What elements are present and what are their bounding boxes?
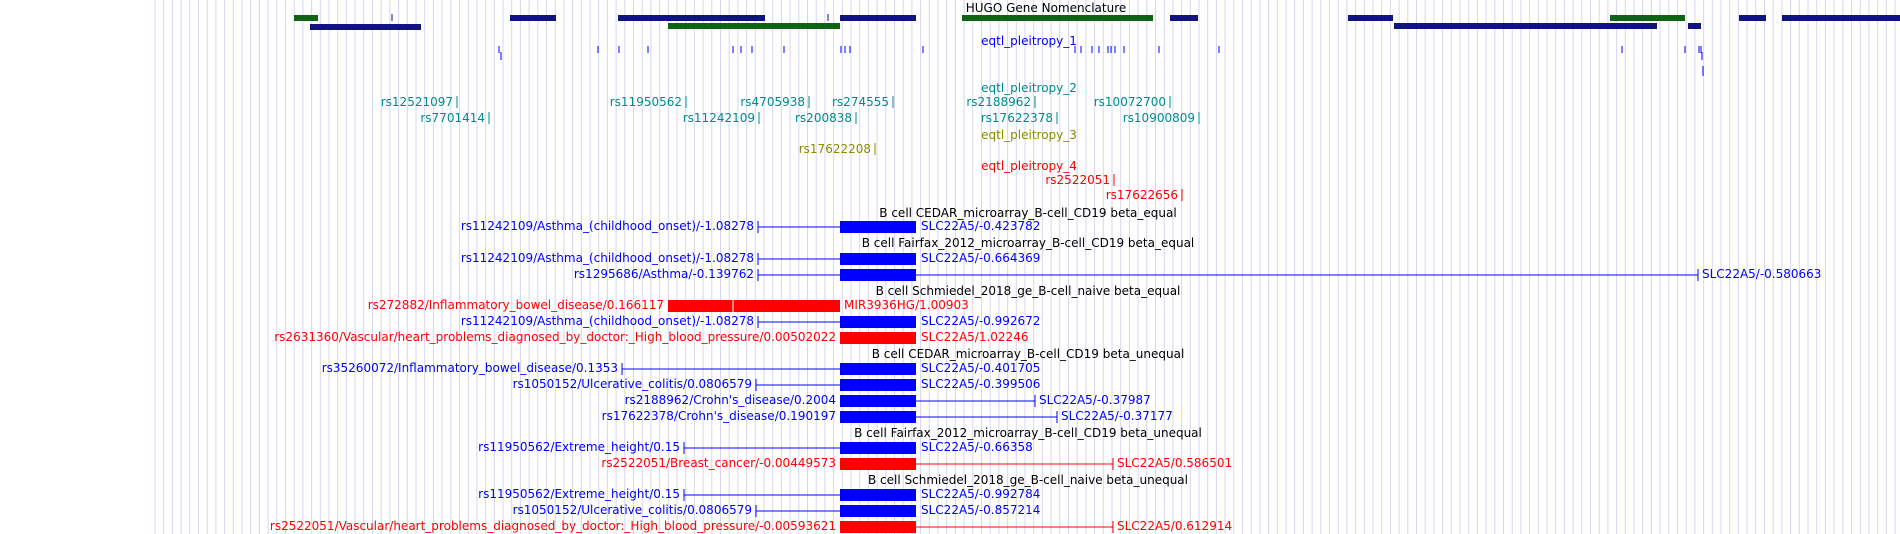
row-right-label[interactable]: SLC22A5/-0.37987: [1039, 393, 1151, 407]
snp-label[interactable]: rs10072700: [1093, 95, 1166, 109]
snp-label[interactable]: rs17622656: [1105, 188, 1178, 202]
row-right-label[interactable]: SLC22A5/0.612914: [1117, 519, 1233, 533]
panel-title: B cell CEDAR_microarray_B-cell_CD19 beta…: [879, 206, 1177, 220]
gene-block: [668, 23, 840, 29]
snp-label[interactable]: rs200838: [795, 111, 852, 125]
row-left-label[interactable]: rs2631360/Vascular/heart_problems_diagno…: [274, 330, 836, 344]
gene-block: [962, 15, 1153, 21]
row-bar: [840, 253, 916, 265]
snp-label[interactable]: rs4705938: [740, 95, 805, 109]
snp-label[interactable]: rs17622208: [798, 142, 871, 156]
gene-block: [510, 15, 556, 21]
row-left-label[interactable]: rs11242109/Asthma_(childhood_onset)/-1.0…: [460, 251, 754, 265]
gene-track-title: HUGO Gene Nomenclature: [965, 1, 1127, 15]
snp-label[interactable]: rs2522051: [1045, 173, 1110, 187]
row-bar: [840, 316, 916, 328]
row-left-label[interactable]: rs2522051/Breast_cancer/-0.00449573: [601, 456, 836, 470]
snp-label[interactable]: rs274555: [832, 95, 889, 109]
snp-label[interactable]: rs17622378: [980, 111, 1053, 125]
row-left-label[interactable]: rs1050152/Ulcerative_colitis/0.0806579: [512, 503, 752, 517]
gene-block: [618, 15, 765, 21]
snp-label[interactable]: rs2188962: [966, 95, 1031, 109]
row-left-label[interactable]: rs35260072/Inflammatory_bowel_disease/0.…: [321, 361, 618, 375]
panel-title: B cell Fairfax_2012_microarray_B-cell_CD…: [854, 426, 1202, 440]
snp-label[interactable]: rs11242109: [682, 111, 755, 125]
row-bar: [840, 442, 916, 454]
snp-track-label-1[interactable]: eqtl_pleitropy_1: [981, 34, 1077, 48]
row-left-label[interactable]: rs2188962/Crohn's_disease/0.2004: [624, 393, 836, 407]
row-bar: [840, 489, 916, 501]
row-left-label[interactable]: rs272882/Inflammatory_bowel_disease/0.16…: [367, 298, 664, 312]
snp-track-label-4[interactable]: eqtl_pleitropy_4: [981, 159, 1077, 173]
row-left-label[interactable]: rs11242109/Asthma_(childhood_onset)/-1.0…: [460, 314, 754, 328]
row-right-label[interactable]: SLC22A5/-0.423782: [921, 219, 1041, 233]
row-right-label[interactable]: SLC22A5/-0.857214: [921, 503, 1041, 517]
row-left-label[interactable]: rs11242109/Asthma_(childhood_onset)/-1.0…: [460, 219, 754, 233]
row-bar: [840, 363, 916, 375]
panel-title: B cell Schmiedel_2018_ge_B-cell_naive be…: [875, 284, 1181, 298]
panel-title: B cell Fairfax_2012_microarray_B-cell_CD…: [861, 236, 1195, 250]
row-right-label[interactable]: SLC22A5/-0.37177: [1061, 409, 1173, 423]
row-left-label[interactable]: rs1295686/Asthma/-0.139762: [573, 267, 754, 281]
gene-block: [1688, 23, 1701, 29]
row-bar: [840, 395, 916, 407]
row-bar: [840, 521, 916, 533]
gene-block: [1348, 15, 1393, 21]
row-bar: [840, 332, 916, 344]
snp-label[interactable]: rs7701414: [420, 111, 485, 125]
row-right-label[interactable]: SLC22A5/-0.401705: [921, 361, 1041, 375]
gene-block: [840, 15, 916, 21]
gene-block: [310, 24, 421, 30]
row-bar: [840, 269, 916, 281]
row-bar: [668, 300, 840, 312]
snp-label[interactable]: rs12521097: [380, 95, 453, 109]
gene-block: [1739, 15, 1766, 21]
gene-block: [1394, 23, 1657, 29]
row-right-label[interactable]: SLC22A5/-0.66358: [921, 440, 1033, 454]
row-bar: [840, 505, 916, 517]
gene-block: [1170, 15, 1198, 21]
gene-block: [1610, 15, 1685, 21]
panel-title: B cell CEDAR_microarray_B-cell_CD19 beta…: [871, 347, 1185, 361]
row-right-label[interactable]: SLC22A5/-0.664369: [921, 251, 1041, 265]
row-right-label[interactable]: SLC22A5/-0.399506: [921, 377, 1041, 391]
row-bar: [840, 379, 916, 391]
row-left-label[interactable]: rs2522051/Vascular/heart_problems_diagno…: [269, 519, 836, 533]
row-bar: [840, 411, 916, 423]
row-left-label[interactable]: rs17622378/Crohn's_disease/0.190197: [601, 409, 836, 423]
gene-block: [1782, 15, 1900, 21]
row-left-label[interactable]: rs11950562/Extreme_height/0.15: [478, 487, 680, 501]
row-left-label[interactable]: rs1050152/Ulcerative_colitis/0.0806579: [512, 377, 752, 391]
panel-title: B cell Schmiedel_2018_ge_B-cell_naive be…: [868, 473, 1188, 487]
gene-block: [294, 15, 318, 21]
snp-track-label-2[interactable]: eqtl_pleitropy_2: [981, 81, 1077, 95]
snp-track-label-3[interactable]: eqtl_pleitropy_3: [981, 128, 1077, 142]
snp-label[interactable]: rs10900809: [1122, 111, 1195, 125]
row-right-label[interactable]: SLC22A5/1.02246: [921, 330, 1029, 344]
row-right-label[interactable]: SLC22A5/-0.992672: [921, 314, 1041, 328]
row-bar: [840, 458, 916, 470]
row-bar: [840, 221, 916, 233]
row-right-label[interactable]: SLC22A5/-0.992784: [921, 487, 1041, 501]
row-right-label[interactable]: SLC22A5/-0.580663: [1702, 267, 1822, 281]
row-left-label[interactable]: rs11950562/Extreme_height/0.15: [478, 440, 680, 454]
snp-label[interactable]: rs11950562: [609, 95, 682, 109]
row-right-label[interactable]: SLC22A5/0.586501: [1117, 456, 1233, 470]
row-right-label[interactable]: MIR3936HG/1.00903: [844, 298, 969, 312]
